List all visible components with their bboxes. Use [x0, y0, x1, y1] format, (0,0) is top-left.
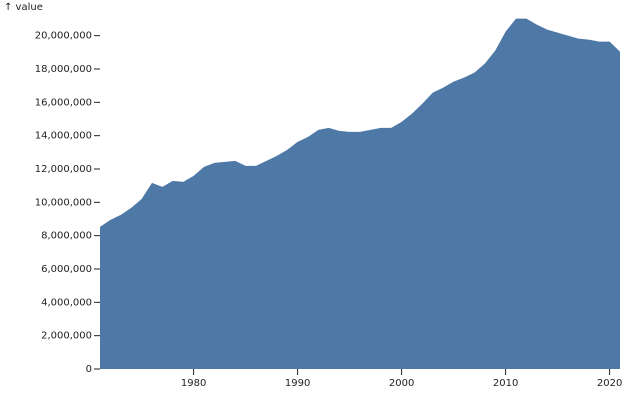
y-tick-label: 14,000,000: [35, 131, 92, 142]
y-tick-label: 0: [86, 364, 92, 375]
x-tick-label: 2020: [597, 378, 622, 389]
x-tick-label: 1980: [181, 378, 206, 389]
y-tick-label: 6,000,000: [41, 264, 92, 275]
y-tick-label: 10,000,000: [35, 197, 92, 208]
y-tick-label: 12,000,000: [35, 164, 92, 175]
y-tick-label: 20,000,000: [35, 31, 92, 42]
y-axis-label: ↑ value: [4, 2, 43, 13]
y-tick-label: 2,000,000: [41, 331, 92, 342]
y-tick-label: 18,000,000: [35, 64, 92, 75]
area: [100, 18, 620, 370]
x-tick-label: 2000: [389, 378, 414, 389]
x-tick-label: 1990: [285, 378, 310, 389]
y-tick-label: 4,000,000: [41, 297, 92, 308]
x-tick-label: 2010: [493, 378, 518, 389]
y-tick-label: 8,000,000: [41, 231, 92, 242]
y-tick-label: 16,000,000: [35, 97, 92, 108]
